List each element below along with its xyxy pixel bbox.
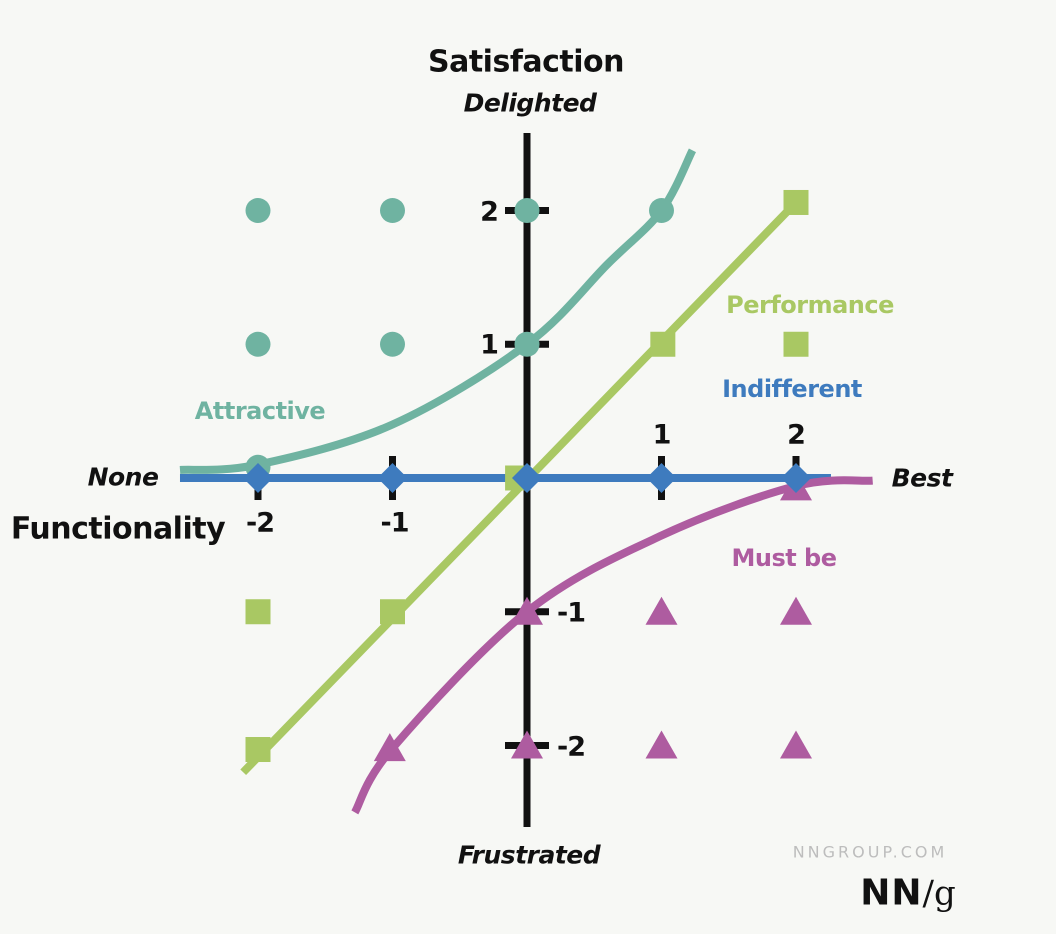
marker-circle [245,331,271,357]
tick-label: -1 [557,597,586,629]
tick-label: 1 [652,419,672,451]
marker-circle [245,198,271,223]
marker-diamond [377,463,408,493]
marker-triangle [780,730,812,759]
nng-logo: NN/g [860,873,956,914]
tick-label: -2 [246,507,275,539]
marker-square [783,189,809,215]
marker-triangle [511,730,543,759]
marker-circle [514,198,540,223]
marker-circle [649,198,674,223]
tick-label: -2 [557,731,586,762]
marker-square [245,737,271,763]
y-axis-title: Satisfaction [427,44,625,80]
legend-must-be: Must be [731,544,837,572]
nng-logo-slash-g: /g [922,873,956,914]
marker-diamond [781,463,811,493]
marker-square [783,331,809,357]
nng-logo-nn: NN [860,872,923,914]
legend-performance: Performance [726,291,894,319]
marker-diamond [512,463,542,493]
legend-indifferent: Indifferent [722,375,862,403]
legend-attractive: Attractive [194,397,326,425]
nngroup-url: NNGROUP.COM [792,842,948,862]
tick-label: 2 [480,196,499,227]
marker-diamond [243,463,273,493]
y-axis-max-label: Delighted [463,88,597,118]
marker-triangle [645,730,678,759]
x-axis-title: Functionality [10,511,226,547]
x-axis-min-label: None [87,462,159,492]
marker-square [245,599,271,625]
marker-circle [514,331,540,357]
y-axis-min-label: Frustrated [457,840,601,870]
tick-label: 1 [480,329,499,361]
marker-diamond [646,463,677,493]
marker-square [380,599,405,625]
tick-label: -1 [380,507,410,539]
marker-square [650,331,676,357]
marker-circle [380,331,405,357]
tick-label: 2 [787,419,806,451]
marker-triangle [373,733,406,762]
curve-must-be [351,476,873,815]
marker-triangle [511,596,543,625]
marker-triangle [645,596,678,625]
marker-circle [380,198,405,223]
marker-triangle [780,596,812,625]
x-axis-max-label: Best [891,463,953,493]
